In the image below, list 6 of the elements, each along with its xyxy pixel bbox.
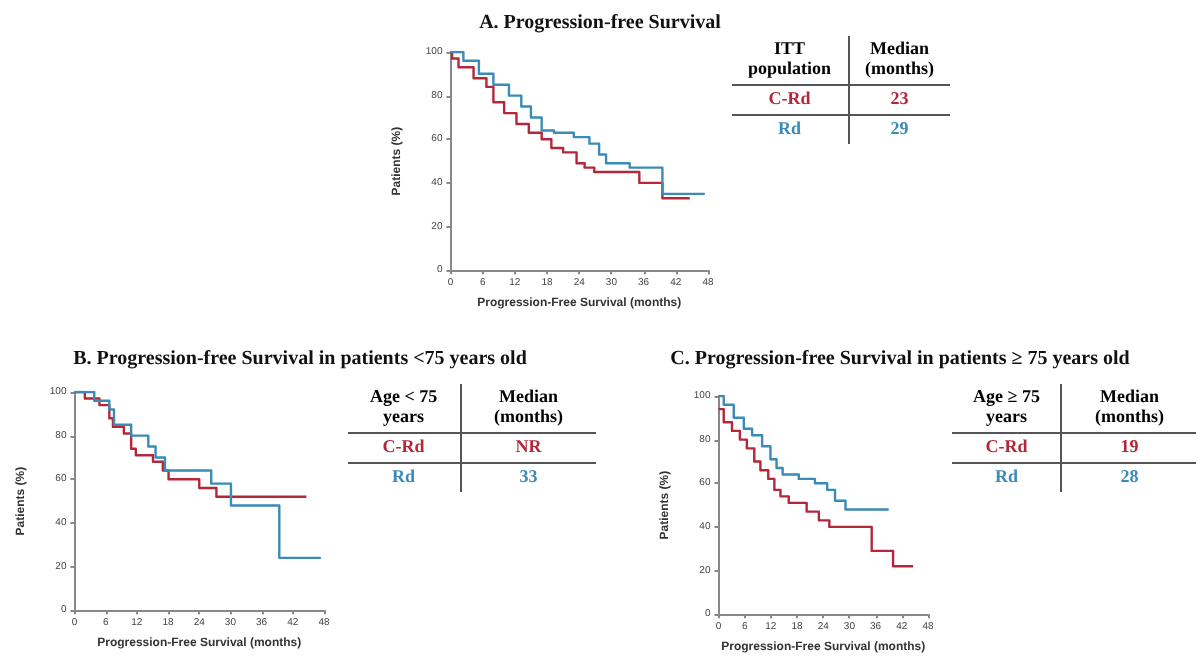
median-table: Age < 75 years Median (months) C-Rd NR Rd 33 [348, 384, 596, 492]
chart-title: A. Progression-free Survival [477, 12, 723, 34]
median-table: Age ≥ 75 years Median (months) C-Rd 19 Rd 28 [952, 384, 1196, 492]
chart-title: B. Progression-free Survival in patients <75 years old [71, 348, 529, 370]
median-table: ITT population Median (months) C-Rd 23 Rd 29 [732, 36, 951, 144]
chart-title: C. Progression-free Survival in patients ≥ 75 years old [668, 348, 1132, 370]
